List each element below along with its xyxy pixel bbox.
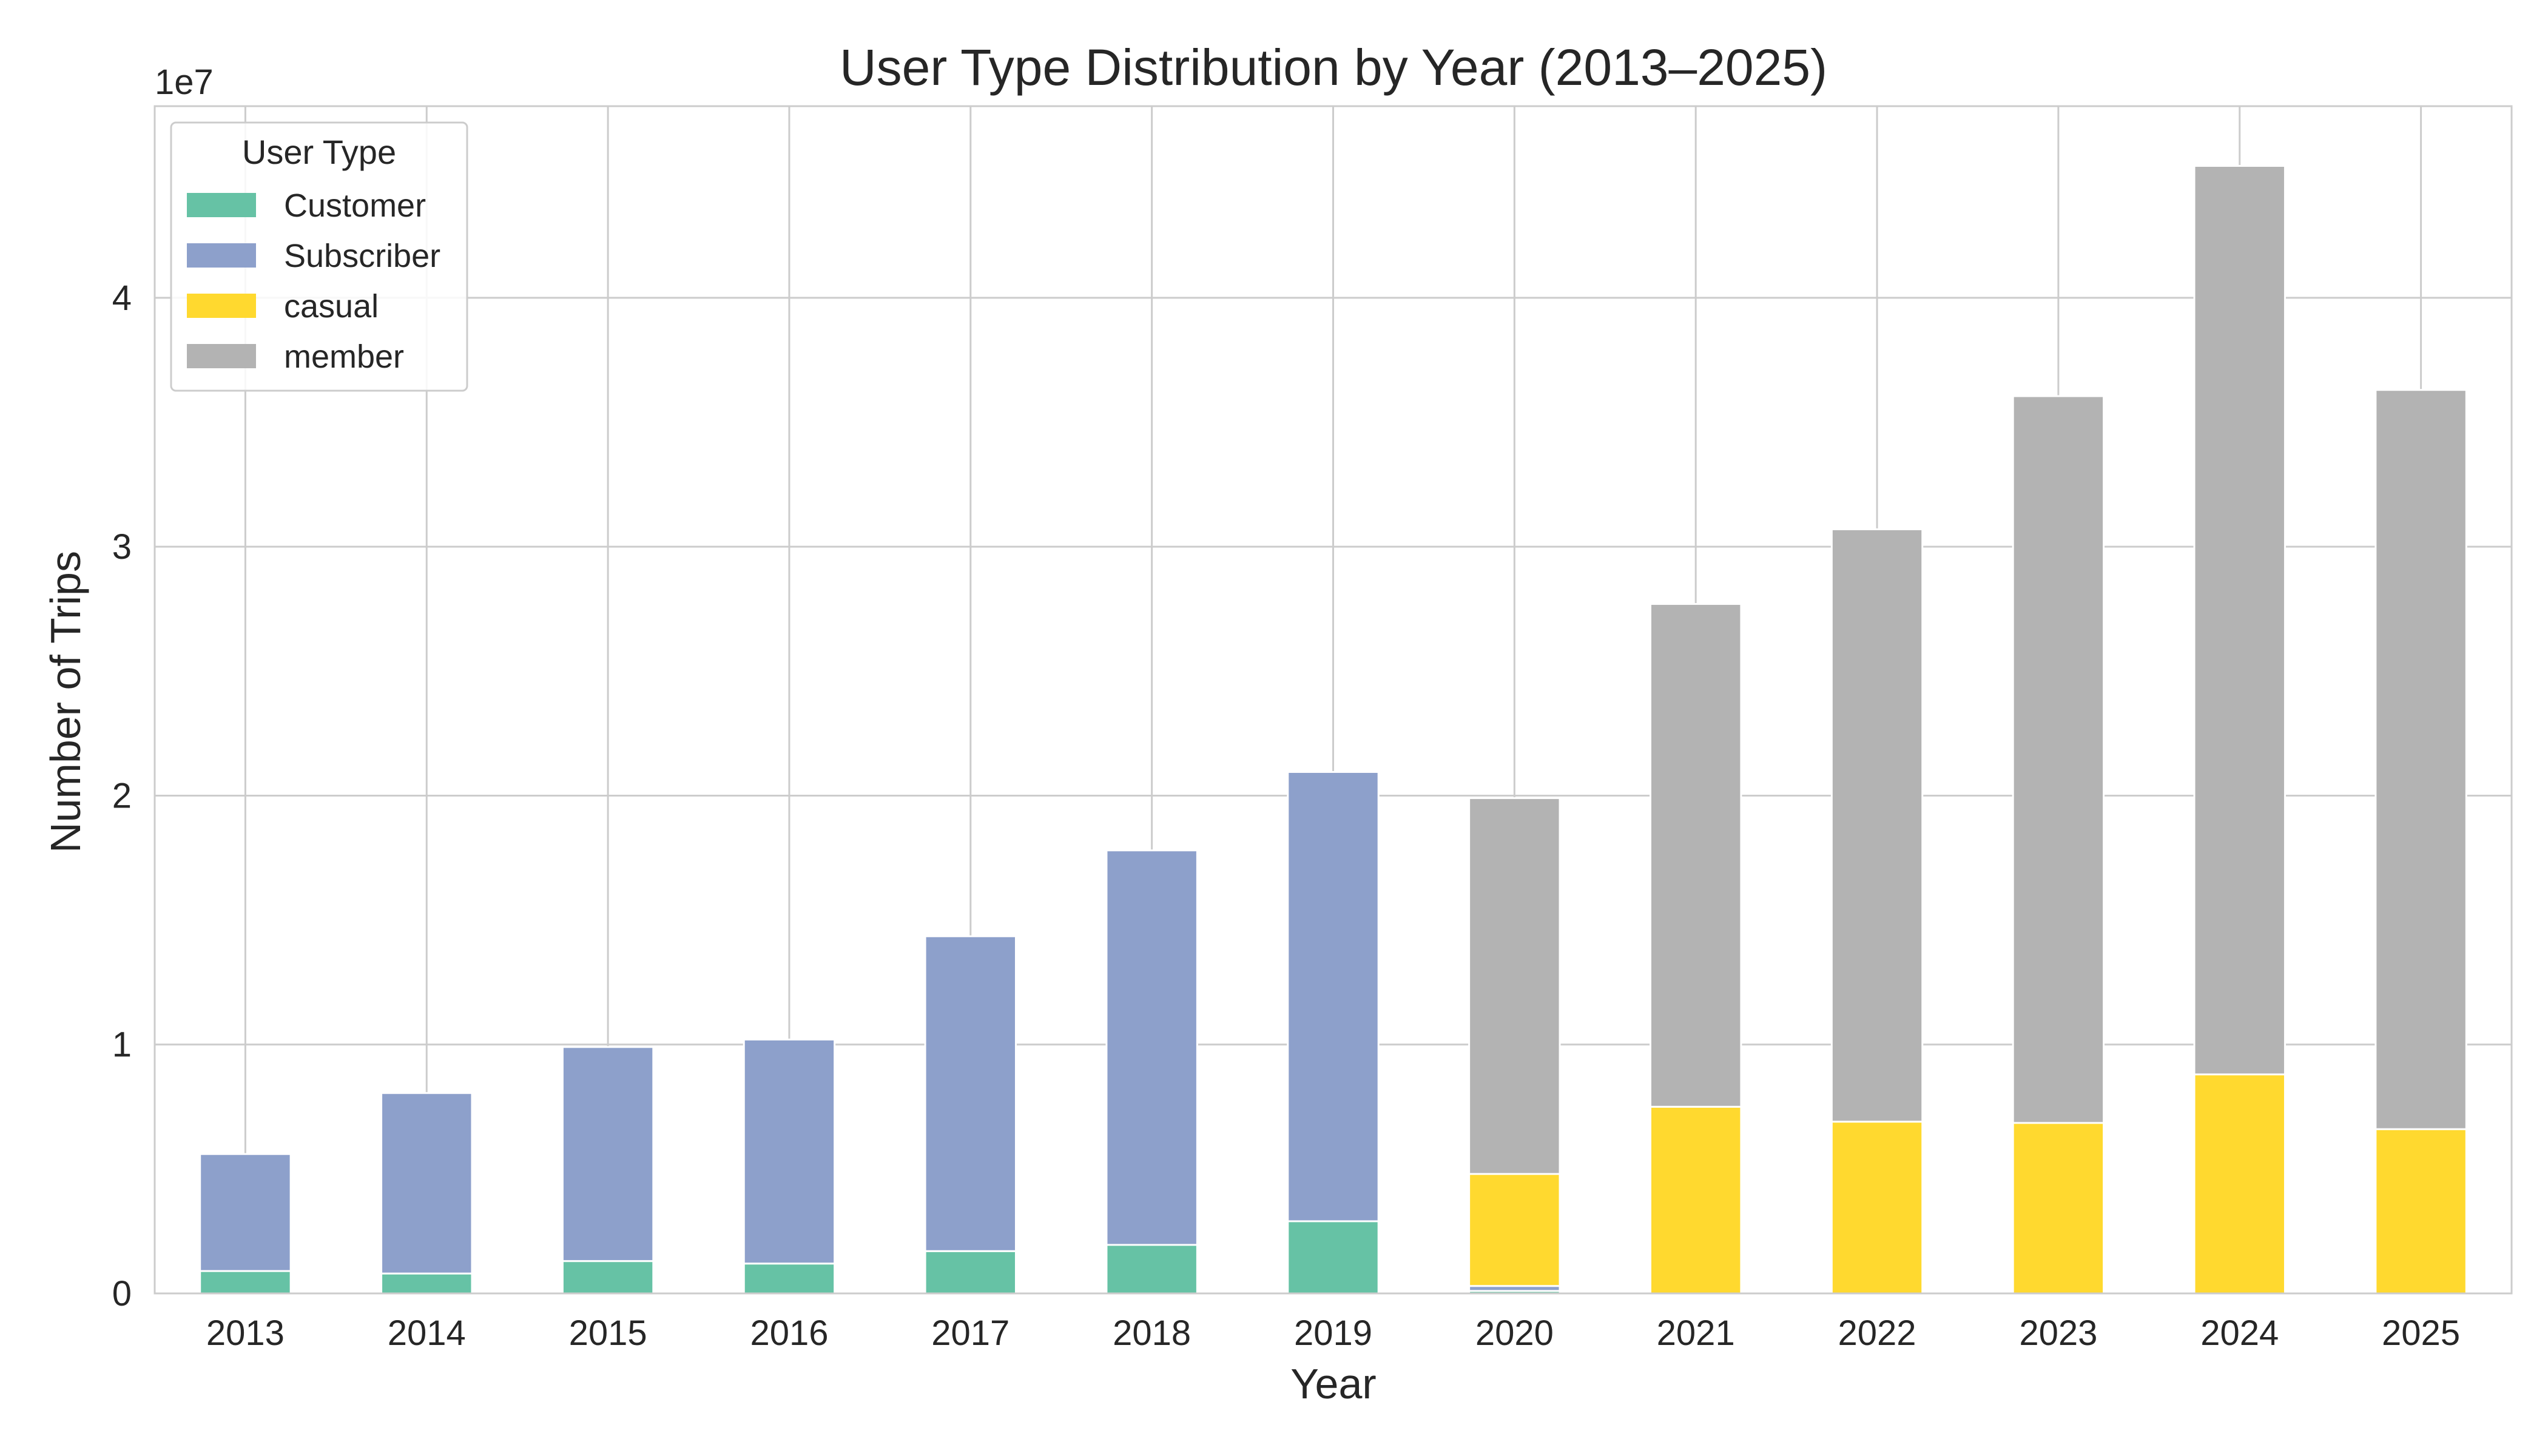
legend-item-casual: casual bbox=[187, 288, 379, 325]
plot-frame bbox=[153, 105, 2513, 1295]
bar-customer-2017 bbox=[924, 1250, 1017, 1295]
bar-casual-2020 bbox=[1468, 1173, 1561, 1287]
bar-subscriber-2013 bbox=[199, 1153, 292, 1272]
bar-customer-2019 bbox=[1287, 1220, 1380, 1295]
legend-item-customer: Customer bbox=[187, 187, 426, 224]
y-tick-label: 3 bbox=[112, 527, 132, 567]
y-tick-label: 1 bbox=[112, 1025, 132, 1065]
x-tick-label: 2015 bbox=[569, 1313, 647, 1353]
y-offset-label: 1e7 bbox=[155, 62, 214, 102]
bars bbox=[199, 164, 2467, 1295]
bar-subscriber-2015 bbox=[561, 1046, 655, 1262]
legend-box bbox=[170, 121, 468, 392]
bar-casual-2022 bbox=[1830, 1121, 1924, 1295]
bar-subscriber-2016 bbox=[743, 1039, 836, 1265]
legend-swatch bbox=[187, 193, 256, 217]
bar-subscriber-2018 bbox=[1105, 849, 1198, 1246]
bar-subscriber-2017 bbox=[924, 935, 1017, 1252]
bar-casual-2023 bbox=[2012, 1122, 2105, 1295]
legend-item-member: member bbox=[187, 339, 404, 375]
legend-label: Customer bbox=[284, 187, 426, 224]
bar-member-2025 bbox=[2374, 389, 2467, 1130]
y-axis-label: Number of Trips bbox=[42, 551, 89, 853]
x-tick-label: 2014 bbox=[388, 1313, 466, 1353]
bar-customer-2018 bbox=[1105, 1244, 1198, 1295]
x-tick-label: 2023 bbox=[2019, 1313, 2097, 1353]
bar-casual-2025 bbox=[2374, 1128, 2467, 1295]
legend-swatch bbox=[187, 243, 256, 268]
legend: User Type Customer Subscriber casual member bbox=[170, 121, 468, 392]
bar-customer-2015 bbox=[561, 1260, 655, 1295]
y-tick-label: 0 bbox=[112, 1274, 132, 1313]
y-tick-label: 4 bbox=[112, 278, 132, 318]
bar-customer-2016 bbox=[743, 1262, 836, 1295]
x-tick-label: 2017 bbox=[931, 1313, 1009, 1353]
legend-entries: Customer Subscriber casual member bbox=[187, 187, 440, 375]
bar-member-2020 bbox=[1468, 797, 1561, 1175]
x-tick-label: 2016 bbox=[750, 1313, 828, 1353]
x-axis-label: Year bbox=[1290, 1360, 1376, 1407]
x-tick-label: 2018 bbox=[1113, 1313, 1191, 1353]
x-tick-label: 2021 bbox=[1657, 1313, 1735, 1353]
legend-label: Subscriber bbox=[284, 238, 440, 274]
bar-customer-2014 bbox=[380, 1272, 473, 1295]
x-tick-labels: 2013 2014 2015 2016 2017 2018 2019 2020 2021 2022… bbox=[206, 1313, 2460, 1353]
y-tick-label: 2 bbox=[112, 776, 132, 815]
x-tick-label: 2020 bbox=[1475, 1313, 1554, 1353]
legend-label: casual bbox=[284, 288, 379, 325]
chart-title: User Type Distribution by Year (2013–202… bbox=[840, 39, 1827, 96]
bar-member-2021 bbox=[1649, 603, 1742, 1108]
legend-swatch bbox=[187, 344, 256, 368]
bar-casual-2021 bbox=[1649, 1105, 1742, 1295]
bar-subscriber-2014 bbox=[380, 1092, 473, 1275]
bar-casual-2024 bbox=[2193, 1073, 2286, 1295]
x-tick-label: 2019 bbox=[1294, 1313, 1372, 1353]
legend-label: member bbox=[284, 339, 404, 375]
x-tick-label: 2024 bbox=[2200, 1313, 2279, 1353]
bar-member-2024 bbox=[2193, 164, 2286, 1076]
x-tick-label: 2013 bbox=[206, 1313, 285, 1353]
legend-title: User Type bbox=[242, 133, 396, 171]
bar-member-2023 bbox=[2012, 395, 2105, 1124]
bar-customer-2013 bbox=[199, 1270, 292, 1295]
bar-subscriber-2019 bbox=[1287, 770, 1380, 1222]
legend-item-subscriber: Subscriber bbox=[187, 238, 440, 274]
y-tick-labels: 0 1 2 3 4 bbox=[112, 278, 132, 1313]
x-tick-label: 2022 bbox=[1838, 1313, 1916, 1353]
bar-member-2022 bbox=[1830, 528, 1924, 1123]
legend-swatch bbox=[187, 294, 256, 318]
x-tick-label: 2025 bbox=[2382, 1313, 2460, 1353]
